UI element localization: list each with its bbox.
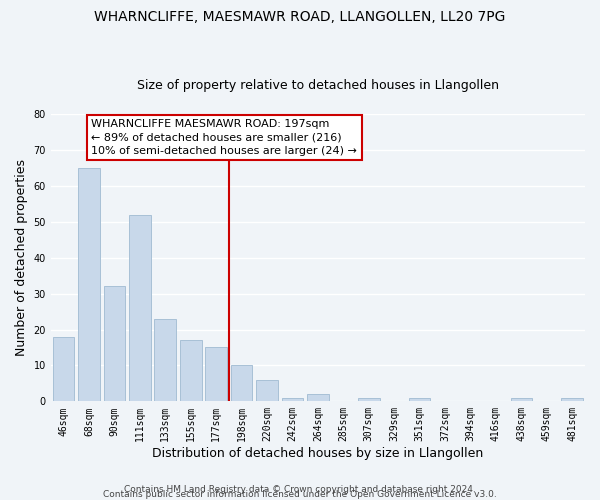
Bar	[78, 168, 100, 402]
Bar	[358, 398, 380, 402]
Bar	[409, 398, 430, 402]
Bar	[53, 336, 74, 402]
Y-axis label: Number of detached properties: Number of detached properties	[15, 159, 28, 356]
Bar	[154, 318, 176, 402]
Bar	[256, 380, 278, 402]
Bar	[129, 214, 151, 402]
Bar	[562, 398, 583, 402]
Text: Contains public sector information licensed under the Open Government Licence v3: Contains public sector information licen…	[103, 490, 497, 499]
Bar	[205, 348, 227, 402]
Bar	[307, 394, 329, 402]
Bar	[231, 366, 253, 402]
Text: WHARNCLIFFE, MAESMAWR ROAD, LLANGOLLEN, LL20 7PG: WHARNCLIFFE, MAESMAWR ROAD, LLANGOLLEN, …	[94, 10, 506, 24]
Bar	[281, 398, 303, 402]
Text: Contains HM Land Registry data © Crown copyright and database right 2024.: Contains HM Land Registry data © Crown c…	[124, 484, 476, 494]
Bar	[104, 286, 125, 402]
Bar	[180, 340, 202, 402]
Text: WHARNCLIFFE MAESMAWR ROAD: 197sqm
← 89% of detached houses are smaller (216)
10%: WHARNCLIFFE MAESMAWR ROAD: 197sqm ← 89% …	[91, 120, 358, 156]
Bar	[511, 398, 532, 402]
X-axis label: Distribution of detached houses by size in Llangollen: Distribution of detached houses by size …	[152, 447, 484, 460]
Title: Size of property relative to detached houses in Llangollen: Size of property relative to detached ho…	[137, 79, 499, 92]
